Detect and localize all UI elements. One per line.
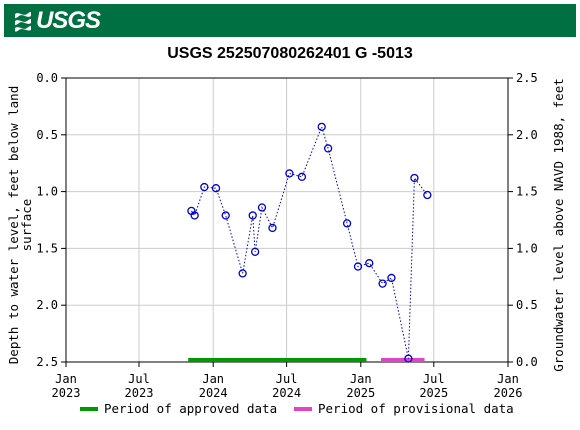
legend-provisional-label: Period of provisional data <box>318 401 514 416</box>
series-line <box>191 125 428 359</box>
chart-title: USGS 252507080262401 G -5013 <box>167 45 413 62</box>
right-axis-label: Groundwater level above NAVD 1988, feet <box>551 78 566 372</box>
x-tick-label-month: Jul <box>128 372 150 386</box>
right-tick-label: 0.0 <box>516 355 538 369</box>
x-tick-label-year: 2025 <box>419 386 448 400</box>
x-tick-label-month: Jan <box>350 372 372 386</box>
right-tick-label: 0.5 <box>516 298 538 312</box>
data-point <box>268 223 277 233</box>
x-tick-label-year: 2025 <box>346 386 375 400</box>
data-point <box>250 247 260 256</box>
chart-grid <box>65 77 509 363</box>
x-tick-label-month: Jul <box>276 372 298 386</box>
x-axis-ticks: Jan2023Jul2023Jan2024Jul2024Jan2025Jul20… <box>52 362 523 400</box>
x-tick-label-year: 2024 <box>199 386 228 400</box>
x-tick-label-year: 2023 <box>52 386 81 400</box>
left-tick-label: 0.5 <box>36 128 58 142</box>
x-tick-label-year: 2024 <box>272 386 301 400</box>
data-point <box>285 169 294 178</box>
right-tick-label: 1.0 <box>516 241 538 255</box>
usgs-header-banner: USGS <box>4 4 576 37</box>
left-axis-label-line2: surface <box>19 199 34 252</box>
data-point <box>365 259 374 268</box>
data-point <box>404 354 413 363</box>
data-point <box>211 184 221 193</box>
left-axis-label-line1: Depth to water level, feet below land <box>6 86 21 364</box>
data-point <box>410 173 419 183</box>
data-point <box>387 273 396 283</box>
data-point <box>221 211 230 220</box>
data-point <box>353 262 363 271</box>
data-point <box>190 211 199 220</box>
usgs-logo-text: USGS <box>36 6 101 34</box>
data-point <box>297 172 307 181</box>
data-point <box>257 203 267 212</box>
left-tick-label: 2.0 <box>36 298 58 312</box>
x-tick-label-month: Jul <box>423 372 445 386</box>
left-tick-label: 2.5 <box>36 355 58 369</box>
right-axis-ticks: 2.5 2.0 1.5 1.0 0.5 0.0 <box>508 71 538 369</box>
left-tick-label: 1.5 <box>36 241 58 255</box>
data-point <box>378 279 387 288</box>
data-point <box>317 122 326 131</box>
data-point <box>342 219 352 228</box>
usgs-wave-icon <box>15 11 31 32</box>
data-point <box>200 182 209 192</box>
legend-approved-label: Period of approved data <box>104 401 277 416</box>
left-tick-label: 0.0 <box>36 71 58 85</box>
left-axis-ticks: 0.0 0.5 1.0 1.5 2.0 2.5 <box>36 71 66 369</box>
x-tick-label-month: Jan <box>55 372 77 386</box>
period-bar-provisional <box>380 358 425 362</box>
x-tick-label-year: 2026 <box>494 386 523 400</box>
data-point <box>423 190 432 200</box>
left-tick-label: 1.0 <box>36 185 58 199</box>
period-bars <box>188 358 425 362</box>
right-tick-label: 2.0 <box>516 128 538 142</box>
period-bar-approved <box>188 358 367 362</box>
legend: Period of approved data Period of provis… <box>80 401 514 416</box>
data-point <box>323 144 333 153</box>
x-tick-label-month: Jan <box>202 372 224 386</box>
data-points <box>187 122 432 363</box>
usgs-logo[interactable]: USGS <box>14 6 101 34</box>
data-point <box>248 211 257 220</box>
x-tick-label-month: Jan <box>497 372 519 386</box>
x-tick-label-year: 2023 <box>125 386 154 400</box>
right-tick-label: 2.5 <box>516 71 538 85</box>
right-tick-label: 1.5 <box>516 185 538 199</box>
data-point <box>238 269 247 278</box>
data-line <box>191 125 428 359</box>
